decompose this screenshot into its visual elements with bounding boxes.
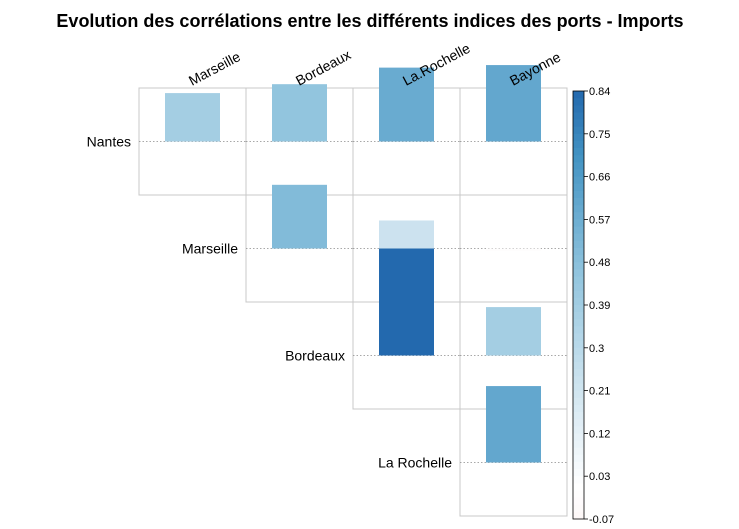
colorbar-tick-label: 0.03 — [589, 471, 610, 483]
colorbar-segment — [573, 283, 584, 292]
colorbar-segment — [573, 212, 584, 220]
colorbar-segment — [573, 326, 584, 335]
cell-marseille-bordeaux — [272, 184, 327, 249]
column-label: Bordeaux — [293, 46, 353, 88]
cell-la-rochelle-bayonne — [486, 386, 541, 463]
colorbar-segment — [573, 255, 584, 263]
colorbar-segment — [573, 276, 584, 285]
cell-nantes-bayonne — [486, 65, 541, 142]
colorbar-segment — [573, 412, 584, 420]
colorbar-segment — [573, 297, 584, 306]
colorbar-segment — [573, 404, 584, 413]
colorbar-segment — [573, 305, 584, 313]
colorbar-segment — [573, 262, 584, 270]
colorbar-segment — [573, 333, 584, 342]
colorbar-segment — [573, 397, 584, 406]
colorbar-segment — [573, 162, 584, 171]
colorbar-segment — [573, 183, 584, 192]
cell-nantes-la-rochelle — [379, 67, 434, 142]
colorbar-segment — [573, 511, 584, 520]
colorbar-tick-label: 0.48 — [589, 257, 610, 269]
colorbar-segment — [573, 133, 584, 142]
colorbar-segment — [573, 198, 584, 206]
colorbar-segment — [573, 504, 584, 513]
colorbar: 0.84 0.75 0.66 0.57 0.48 0.39 0.3 0.21 0.12 0.03 -… — [572, 86, 614, 526]
colorbar-segment — [573, 419, 584, 427]
row-label: La Rochelle — [378, 455, 452, 471]
colorbar-segment — [573, 190, 584, 199]
colorbar-segment — [573, 247, 584, 256]
colorbar-tick-label: -0.07 — [589, 514, 614, 526]
column-label: Marseille — [186, 48, 243, 89]
colorbar-segment — [573, 319, 584, 327]
colorbar-segment — [573, 290, 584, 299]
column-label: La.Rochelle — [400, 40, 473, 89]
colorbar-tick-label: 0.84 — [589, 86, 610, 98]
colorbar-segment — [573, 383, 584, 392]
colorbar-tick-label: 0.21 — [589, 386, 610, 398]
colorbar-segment — [573, 469, 584, 477]
colorbar-tick-label: 0.3 — [589, 343, 604, 355]
colorbar-segment — [573, 483, 584, 492]
colorbar-segment — [573, 112, 584, 121]
colorbar-segment — [573, 440, 584, 449]
colorbar-segment — [573, 454, 584, 463]
colorbar-segment — [573, 369, 584, 377]
colorbar-segment — [573, 219, 584, 228]
cell-marseille-la-rochelle — [379, 220, 434, 249]
row-label: Bordeaux — [285, 348, 345, 364]
colorbar-segment — [573, 390, 584, 399]
row-label: Nantes — [87, 134, 131, 150]
cell-nantes-bordeaux — [272, 84, 327, 142]
colorbar-segment — [573, 490, 584, 499]
colorbar-segment — [573, 354, 584, 363]
colorbar-segment — [573, 362, 584, 370]
cell-nantes-marseille — [165, 93, 220, 142]
colorbar-segment — [573, 226, 584, 235]
colorbar-segment — [573, 98, 584, 106]
colorbar-segment — [573, 148, 584, 156]
colorbar-segment — [573, 169, 584, 178]
colorbar-segment — [573, 269, 584, 278]
colorbar-segment — [573, 376, 584, 385]
colorbar-segment — [573, 312, 584, 320]
colorbar-segment — [573, 155, 584, 163]
colorbar-segment — [573, 447, 584, 456]
colorbar-tick-label: 0.57 — [589, 214, 610, 226]
colorbar-tick-label: 0.66 — [589, 172, 610, 184]
colorbar-tick-label: 0.12 — [589, 428, 610, 440]
cells-layer — [165, 65, 541, 463]
colorbar-segment — [573, 105, 584, 113]
colorbar-segment — [573, 176, 584, 185]
chart-title: Evolution des corrélations entre les dif… — [56, 11, 683, 31]
colorbar-segment — [573, 476, 584, 484]
colorbar-segment — [573, 426, 584, 434]
colorbar-segment — [573, 233, 584, 242]
cell-marseille-bayonne — [486, 248, 541, 252]
colorbar-segment — [573, 140, 584, 149]
colorbar-segment — [573, 497, 584, 506]
cell-bordeaux-bayonne — [486, 307, 541, 356]
colorbar-tick-label: 0.75 — [589, 129, 610, 141]
colorbar-segment — [573, 119, 584, 128]
colorbar-tick-label: 0.39 — [589, 300, 610, 312]
colorbar-segment — [573, 126, 584, 135]
colorbar-segment — [573, 240, 584, 249]
colorbar-segment — [573, 205, 584, 213]
colorbar-segment — [573, 91, 584, 99]
colorbar-segment — [573, 461, 584, 470]
colorbar-segment — [573, 347, 584, 356]
cell-bordeaux-la-rochelle — [379, 248, 434, 356]
colorbar-segment — [573, 340, 584, 349]
row-label: Marseille — [182, 241, 238, 257]
colorbar-segment — [573, 433, 584, 442]
